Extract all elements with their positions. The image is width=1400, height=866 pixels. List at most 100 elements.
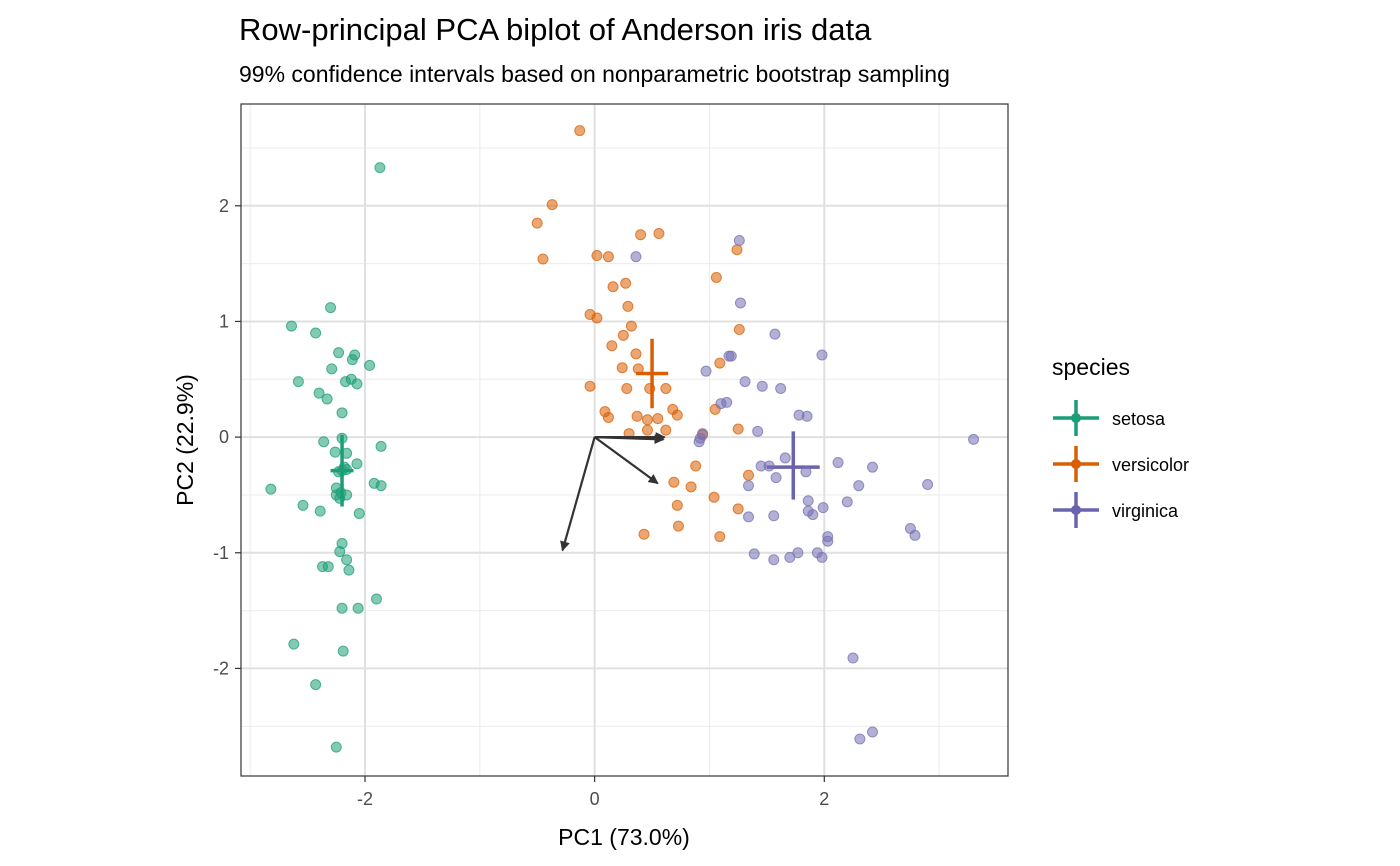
point-setosa <box>288 638 300 650</box>
legend-label-versicolor: versicolor <box>1112 455 1189 475</box>
chart-title: Row-principal PCA biplot of Anderson iri… <box>239 12 872 47</box>
point-virginica <box>770 472 782 484</box>
point-virginica <box>832 457 844 469</box>
y-tick-label: -1 <box>213 543 229 563</box>
point-versicolor <box>638 528 650 540</box>
point-virginica <box>734 297 746 309</box>
point-versicolor <box>731 244 743 256</box>
point-virginica <box>733 234 745 246</box>
legend-key-point <box>1071 413 1081 423</box>
point-setosa <box>330 489 342 501</box>
point-virginica <box>756 380 768 392</box>
axes: -2 0 2 -2 -1 0 1 2 <box>213 196 829 809</box>
point-versicolor <box>546 199 558 211</box>
point-virginica <box>769 328 781 340</box>
point-virginica <box>779 452 791 464</box>
y-tick-label: 1 <box>219 311 229 331</box>
legend-title: species <box>1052 354 1130 380</box>
point-virginica <box>715 398 727 410</box>
point-versicolor <box>584 380 596 392</box>
point-setosa <box>352 602 364 614</box>
point-virginica <box>854 733 866 745</box>
point-versicolor <box>708 491 720 503</box>
legend-item-setosa: setosa <box>1053 400 1166 436</box>
point-versicolor <box>644 383 656 395</box>
point-setosa <box>364 359 376 371</box>
point-setosa <box>325 302 337 314</box>
plot-border <box>240 103 1009 777</box>
point-setosa <box>336 602 348 614</box>
point-setosa <box>310 679 322 691</box>
point-setosa <box>330 741 342 753</box>
point-setosa <box>286 320 298 332</box>
legend-label-virginica: virginica <box>1112 501 1179 521</box>
point-versicolor <box>591 250 603 262</box>
point-virginica <box>841 496 853 508</box>
x-tick-label: -2 <box>357 789 373 809</box>
point-versicolor <box>616 362 628 374</box>
point-virginica <box>775 383 787 395</box>
point-versicolor <box>710 271 722 283</box>
data-points <box>265 125 980 753</box>
point-setosa <box>333 347 345 359</box>
point-setosa <box>297 499 309 511</box>
point-versicolor <box>732 423 744 435</box>
point-virginica <box>748 548 760 560</box>
point-virginica <box>801 410 813 422</box>
point-setosa <box>351 458 363 470</box>
point-setosa <box>334 546 346 558</box>
point-virginica <box>725 350 737 362</box>
variable-vector-arrow <box>593 436 659 485</box>
point-versicolor <box>602 411 614 423</box>
point-setosa <box>310 327 322 339</box>
point-virginica <box>784 551 796 563</box>
point-virginica <box>802 505 814 517</box>
point-versicolor <box>607 281 619 293</box>
point-versicolor <box>672 520 684 532</box>
point-versicolor <box>622 300 634 312</box>
point-setosa <box>351 378 363 390</box>
point-virginica <box>822 535 834 547</box>
point-virginica <box>743 480 755 492</box>
point-virginica <box>909 529 921 541</box>
point-versicolor <box>660 424 672 436</box>
point-setosa <box>375 440 387 452</box>
point-versicolor <box>621 383 633 395</box>
point-setosa <box>346 354 358 366</box>
point-versicolor <box>635 229 647 241</box>
y-axis-title: PC2 (22.9%) <box>172 374 198 506</box>
x-tick-label: 0 <box>590 789 600 809</box>
point-versicolor <box>625 320 637 332</box>
point-versicolor <box>631 410 643 422</box>
point-setosa <box>370 593 382 605</box>
legend: species setosa versicolor virginica <box>1052 354 1189 528</box>
point-versicolor <box>641 414 653 426</box>
legend-item-virginica: virginica <box>1053 492 1179 528</box>
point-versicolor <box>620 277 632 289</box>
point-versicolor <box>668 476 680 488</box>
point-setosa <box>318 436 330 448</box>
point-versicolor <box>690 460 702 472</box>
x-tick-label: 2 <box>819 789 829 809</box>
point-setosa <box>375 480 387 492</box>
y-tick-label: 2 <box>219 196 229 216</box>
point-virginica <box>739 376 751 388</box>
point-virginica <box>768 554 780 566</box>
point-virginica <box>817 502 829 514</box>
point-setosa <box>265 483 277 495</box>
point-versicolor <box>685 481 697 493</box>
point-virginica <box>752 425 764 437</box>
legend-key-point <box>1071 459 1081 469</box>
point-versicolor <box>531 217 543 229</box>
point-virginica <box>816 349 828 361</box>
point-virginica <box>853 480 865 492</box>
point-versicolor <box>652 413 664 425</box>
point-setosa <box>353 507 365 519</box>
point-setosa <box>313 387 325 399</box>
point-setosa <box>292 376 304 388</box>
point-virginica <box>768 510 780 522</box>
point-virginica <box>867 726 879 738</box>
point-setosa <box>337 645 349 657</box>
point-versicolor <box>733 324 745 336</box>
point-versicolor <box>660 383 672 395</box>
